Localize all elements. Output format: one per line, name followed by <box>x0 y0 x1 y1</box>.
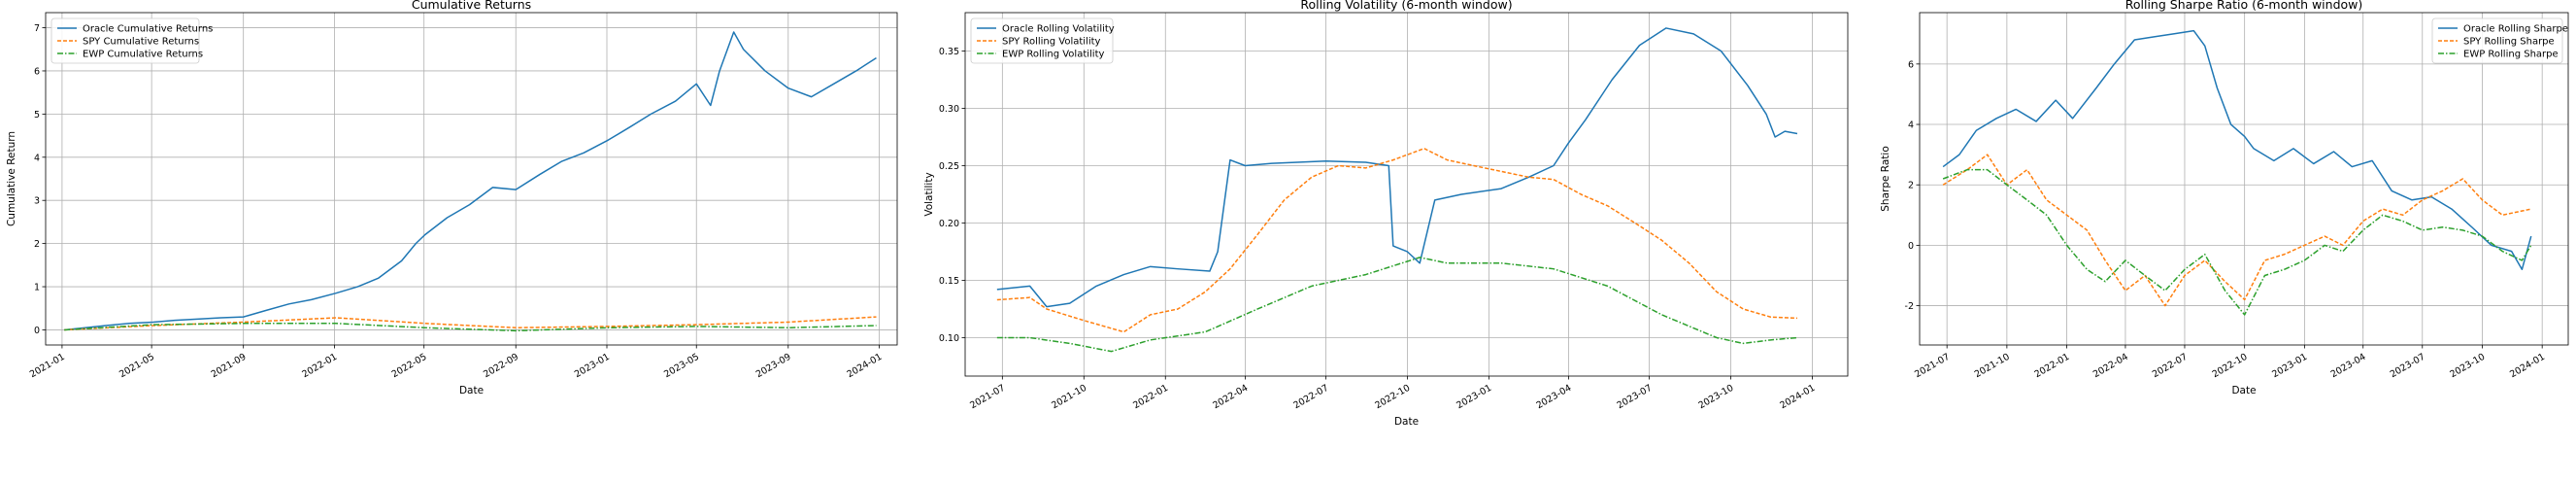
x-tick-label: 2024-01 <box>2508 352 2547 380</box>
x-tick-label: 2023-05 <box>662 352 701 380</box>
x-tick-label: 2022-09 <box>482 352 520 380</box>
x-tick-label: 2021-10 <box>1050 383 1088 411</box>
x-tick-label: 2022-07 <box>1291 383 1330 411</box>
series-line-2 <box>996 148 1798 333</box>
x-tick-label: 2022-01 <box>1131 383 1170 411</box>
series-line-2 <box>1942 154 2531 307</box>
x-tick-label: 2022-10 <box>2211 352 2250 380</box>
y-tick-label: 2 <box>34 239 40 250</box>
legend-label: Oracle Cumulative Returns <box>83 24 213 35</box>
legend-frame <box>2431 17 2563 64</box>
x-tick-label: 2023-01 <box>1455 383 1493 411</box>
x-tick-label: 2023-07 <box>2389 352 2427 380</box>
y-tick-label: 5 <box>34 110 40 120</box>
y-tick-label: 0.20 <box>939 219 959 229</box>
series-line-1 <box>64 31 877 331</box>
axes-frame <box>1919 12 2569 346</box>
series-line-3 <box>64 323 877 332</box>
plot-area <box>46 13 897 345</box>
x-tick-label: 2022-05 <box>390 352 429 380</box>
y-tick-label: -2 <box>1905 301 1914 312</box>
legend-label: EWP Rolling Volatility <box>1002 50 1104 60</box>
y-axis-label: Volatility <box>923 172 935 216</box>
y-tick-label: 2 <box>1908 181 1914 191</box>
y-axis-label: Sharpe Ratio <box>1880 146 1891 212</box>
x-tick-label: 2023-10 <box>2448 352 2487 380</box>
chart-title: Rolling Volatility (6-month window) <box>1300 0 1512 12</box>
axes-frame <box>45 12 898 346</box>
plot-area <box>1920 13 2568 345</box>
y-tick-label: 0.30 <box>939 104 959 115</box>
y-tick-label: 0.15 <box>939 276 959 287</box>
x-tick-label: 2021-10 <box>1973 352 2012 380</box>
x-tick-label: 2021-07 <box>968 383 1007 411</box>
x-tick-label: 2024-01 <box>1778 383 1817 411</box>
y-tick-label: 4 <box>1908 120 1914 131</box>
x-tick-label: 2023-04 <box>1534 383 1573 411</box>
y-tick-label: 3 <box>34 196 40 207</box>
chart-title: Cumulative Returns <box>412 0 531 12</box>
y-tick-label: 0 <box>1908 241 1914 252</box>
y-tick-label: 0.10 <box>939 333 959 344</box>
x-tick-label: 2023-01 <box>2270 352 2309 380</box>
x-tick-label: 2021-07 <box>1913 352 1952 380</box>
y-tick-label: 0.35 <box>939 47 959 57</box>
x-tick-label: 2023-09 <box>754 352 793 380</box>
x-tick-label: 2024-01 <box>845 352 884 380</box>
legend-label: SPY Cumulative Returns <box>83 37 199 48</box>
chart-title: Rolling Sharpe Ratio (6-month window) <box>2125 0 2363 12</box>
legend: Oracle Rolling Sharpe SPY Rolling Sharpe E… <box>2431 17 2568 64</box>
x-tick-label: 2021-09 <box>210 352 249 380</box>
x-tick-label: 2022-01 <box>2033 352 2072 380</box>
series-line-1 <box>1942 29 2532 271</box>
axes-frame <box>964 12 1849 377</box>
x-tick-label: 2023-07 <box>1616 383 1655 411</box>
legend: Oracle Rolling Volatility SPY Rolling Vol… <box>970 17 1115 64</box>
x-axis-label: Date <box>1394 416 1419 428</box>
x-tick-label: 2021-01 <box>28 352 67 380</box>
x-tick-label: 2023-01 <box>573 352 612 380</box>
legend-label: SPY Rolling Sharpe <box>2463 37 2555 48</box>
legend: Oracle Cumulative Returns SPY Cumulative … <box>50 17 213 64</box>
legend-label: Oracle Rolling Volatility <box>1002 24 1115 35</box>
legend-frame <box>970 17 1114 64</box>
x-axis-label: Date <box>459 385 484 396</box>
x-tick-label: 2022-07 <box>2151 352 2190 380</box>
y-tick-label: 6 <box>1908 59 1914 70</box>
y-tick-label: 7 <box>34 23 40 34</box>
x-tick-label: 2022-04 <box>1211 383 1250 411</box>
x-tick-label: 2023-10 <box>1696 383 1735 411</box>
legend-label: EWP Rolling Sharpe <box>2463 50 2559 60</box>
series-line-3 <box>996 257 1798 353</box>
legend-label: SPY Rolling Volatility <box>1002 37 1101 48</box>
legend-label: EWP Cumulative Returns <box>83 50 203 60</box>
y-tick-label: 1 <box>34 283 40 293</box>
x-tick-label: 2023-04 <box>2329 352 2368 380</box>
chart-1: 0 1 2 3 4 5 6 7 2021-01 2021-05 2021-09 2022-01 2022… <box>6 0 898 396</box>
y-tick-label: 6 <box>34 66 40 77</box>
chart-2: 0.10 0.15 0.20 0.25 0.30 0.35 2021-07 2021-10 20… <box>923 0 1849 428</box>
series-line-3 <box>1942 168 2532 316</box>
y-tick-label: 4 <box>34 153 40 163</box>
x-tick-label: 2022-01 <box>300 352 339 380</box>
series-line-1 <box>996 27 1798 308</box>
legend-label: Oracle Rolling Sharpe <box>2463 24 2568 35</box>
chart-3: -2 0 2 4 6 2021-07 2021-10 2022-01 2022-04 2022-0… <box>1880 0 2569 396</box>
y-tick-label: 0.25 <box>939 161 959 172</box>
x-tick-label: 2022-10 <box>1373 383 1412 411</box>
y-axis-label: Cumulative Return <box>6 131 17 226</box>
plot-area <box>965 13 1848 376</box>
y-tick-label: 0 <box>34 326 40 336</box>
x-axis-label: Date <box>2231 385 2256 396</box>
x-tick-label: 2021-05 <box>117 352 156 380</box>
x-tick-label: 2022-04 <box>2091 352 2130 380</box>
legend-frame <box>50 17 200 64</box>
